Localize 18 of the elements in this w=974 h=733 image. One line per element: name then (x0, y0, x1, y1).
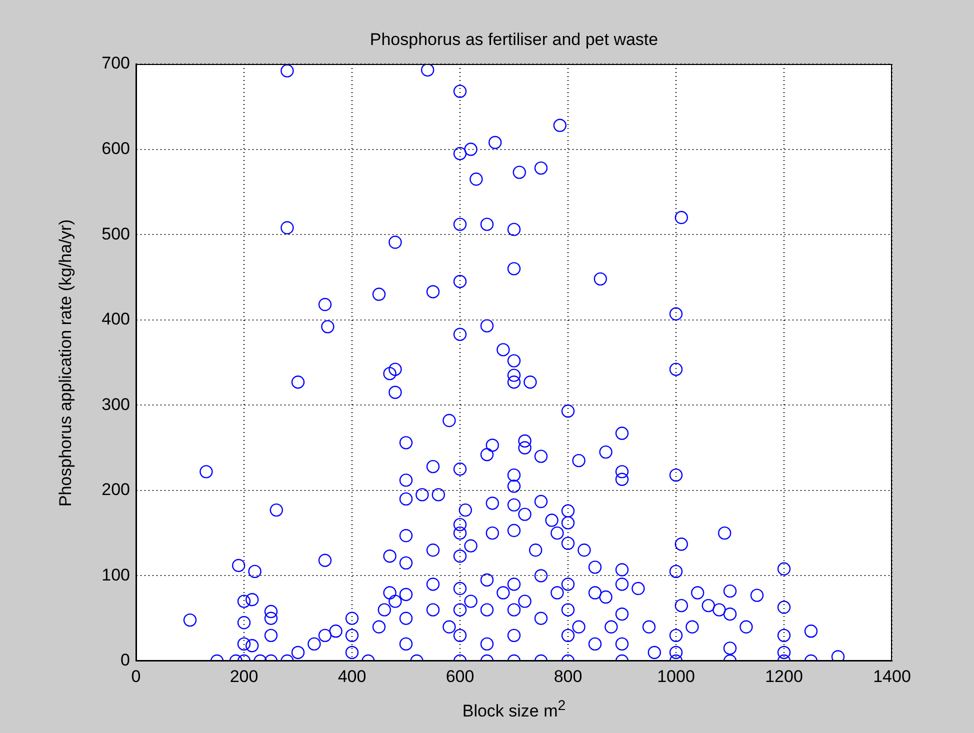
x-tick-label: 800 (554, 666, 582, 686)
y-axis-title: Phosphorus application rate (kg/ha/yr) (56, 218, 76, 506)
x-tick-label: 400 (338, 666, 366, 686)
y-tick-label: 300 (102, 394, 130, 414)
x-tick-label: 1400 (873, 666, 911, 686)
y-tick-label: 700 (102, 54, 130, 73)
x-tick-label: 200 (230, 666, 258, 686)
x-tick-label: 1200 (765, 666, 803, 686)
y-tick-label: 200 (102, 480, 130, 500)
y-tick-label: 100 (102, 565, 130, 584)
x-axis-title: Block size m$^{2}$ (462, 698, 566, 722)
x-tick-label: 1000 (657, 666, 695, 686)
y-tick-label: 600 (102, 138, 130, 158)
x-tick-label: 600 (446, 666, 474, 686)
y-tick-label: 400 (102, 310, 130, 329)
chart-title: Phosphorus as fertiliser and pet waste (370, 30, 658, 50)
y-tick-label: 0 (120, 650, 130, 670)
y-tick-label: 500 (102, 224, 130, 244)
